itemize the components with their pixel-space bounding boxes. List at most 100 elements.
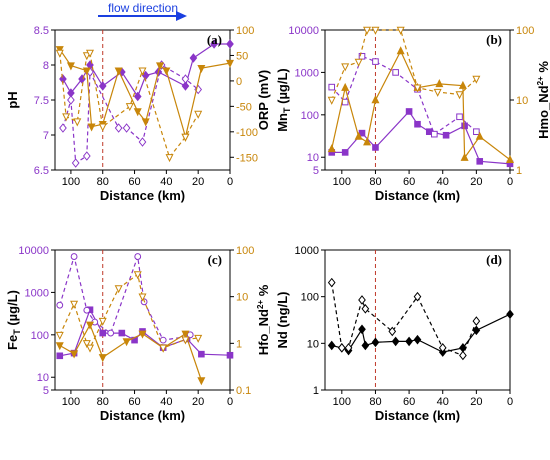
- x-axis-label: Distance (km): [100, 408, 185, 423]
- data-point: [435, 79, 444, 88]
- data-point: [138, 67, 147, 76]
- data-point: [59, 123, 67, 133]
- data-point: [198, 350, 205, 358]
- data-point: [159, 336, 167, 344]
- x-tick-label: 80: [369, 396, 381, 408]
- data-point: [181, 133, 190, 142]
- data-point: [70, 253, 78, 260]
- y2-tick-label: 100: [236, 245, 254, 257]
- data-point: [98, 317, 107, 326]
- x-axis-label: Distance (km): [100, 188, 185, 203]
- data-point: [396, 26, 405, 35]
- data-point: [114, 123, 123, 133]
- data-point: [354, 131, 363, 140]
- x-tick-label: 40: [160, 396, 172, 408]
- data-point: [341, 82, 350, 91]
- y-tick-label: 100: [301, 292, 319, 304]
- x-tick-label: 20: [192, 176, 204, 188]
- data-point: [475, 131, 484, 140]
- data-point: [413, 84, 422, 93]
- x-tick-label: 60: [128, 396, 140, 408]
- data-point: [98, 354, 107, 363]
- data-point: [358, 324, 366, 335]
- x-tick-label: 0: [227, 396, 233, 408]
- panel-label: (d): [486, 252, 502, 267]
- y-tick-label: 1: [313, 385, 319, 397]
- series-line: [59, 51, 199, 159]
- y2-tick-label: -50: [236, 101, 252, 113]
- data-point: [122, 123, 131, 133]
- data-point: [55, 331, 64, 340]
- x-tick-label: 0: [507, 176, 513, 188]
- data-point: [82, 151, 91, 161]
- plot-frame: [324, 249, 511, 391]
- x-tick-label: 100: [333, 176, 351, 188]
- data-point: [226, 39, 234, 49]
- x-axis-label: Distance (km): [375, 188, 460, 203]
- data-point: [159, 344, 168, 353]
- y2-tick-label: 50: [236, 50, 248, 62]
- y2-tick-label: 10: [516, 95, 528, 107]
- data-point: [85, 321, 95, 330]
- data-point: [125, 103, 134, 112]
- x-tick-label: 80: [97, 396, 109, 408]
- y-tick-label: 100: [301, 110, 319, 122]
- y-tick-label: 6.5: [34, 165, 49, 177]
- data-point: [371, 95, 380, 104]
- data-point: [405, 336, 413, 347]
- data-point: [83, 306, 91, 314]
- data-point: [122, 338, 131, 347]
- y2-tick-label: -150: [236, 152, 258, 164]
- y-tick-label: 5: [313, 165, 319, 177]
- data-point: [155, 62, 165, 71]
- x-tick-label: 60: [403, 396, 415, 408]
- data-point: [87, 123, 96, 132]
- y2-tick-label: 1: [516, 165, 522, 177]
- data-point: [354, 58, 363, 67]
- data-point: [455, 91, 464, 100]
- data-point: [328, 83, 336, 91]
- y-tick-label: 5: [43, 385, 49, 397]
- data-point: [56, 301, 64, 309]
- data-point: [141, 118, 150, 127]
- series-line: [331, 282, 477, 357]
- data-point: [99, 329, 107, 337]
- data-point: [55, 49, 64, 58]
- y-tick-label: 10: [307, 152, 319, 164]
- panel-label: (b): [486, 32, 502, 47]
- x-tick-label: 100: [62, 396, 80, 408]
- data-point: [459, 350, 467, 361]
- y-tick-label: 10: [37, 372, 49, 384]
- x-tick-label: 40: [437, 176, 449, 188]
- data-point: [460, 152, 469, 161]
- data-point: [85, 49, 95, 58]
- data-point: [363, 137, 372, 146]
- x-tick-label: 100: [62, 176, 80, 188]
- x-tick-label: 80: [369, 176, 381, 188]
- data-point: [138, 330, 147, 339]
- flow-direction: flow direction: [98, 1, 187, 21]
- data-point: [361, 303, 370, 314]
- data-point: [372, 58, 379, 65]
- y-tick-label: 8: [43, 60, 49, 72]
- x-tick-label: 20: [192, 396, 204, 408]
- data-point: [472, 75, 481, 84]
- y2-tick-label: 10: [236, 292, 248, 304]
- y2-tick-label: 100: [236, 25, 254, 37]
- x-tick-label: 0: [227, 176, 233, 188]
- data-point: [473, 128, 480, 135]
- y-tick-label: 7: [43, 130, 49, 142]
- data-point: [197, 377, 206, 386]
- data-point: [189, 53, 198, 63]
- series-line: [331, 29, 477, 101]
- y2-axis-label: Hfo_Nd2+ %: [256, 284, 271, 355]
- y-tick-label: 10000: [288, 25, 319, 37]
- data-point: [344, 343, 353, 353]
- y2-axis-label: Hmo_Nd2+ %: [536, 61, 550, 139]
- data-point: [181, 330, 190, 339]
- data-point: [133, 108, 142, 117]
- data-point: [341, 98, 349, 106]
- data-point: [337, 343, 346, 353]
